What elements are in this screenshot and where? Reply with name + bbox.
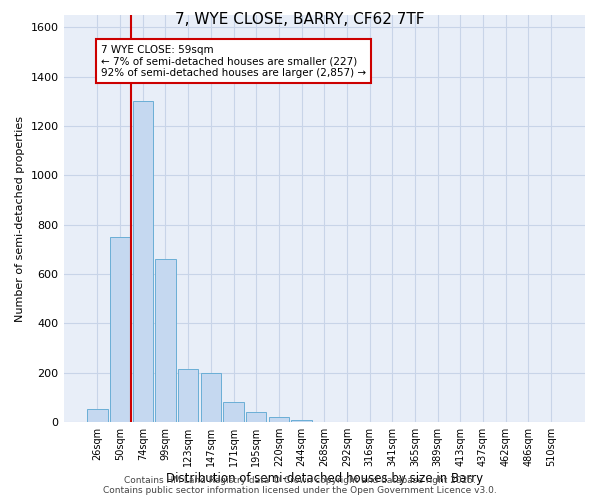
Text: Contains HM Land Registry data © Crown copyright and database right 2025.
Contai: Contains HM Land Registry data © Crown c…: [103, 476, 497, 495]
Bar: [178, 369, 199, 422]
Y-axis label: Number of semi-detached properties: Number of semi-detached properties: [15, 116, 25, 322]
Bar: [292, 420, 312, 422]
Bar: [269, 418, 289, 422]
Text: 7, WYE CLOSE, BARRY, CF62 7TF: 7, WYE CLOSE, BARRY, CF62 7TF: [175, 12, 425, 28]
Bar: [200, 373, 221, 422]
Bar: [223, 402, 244, 422]
Bar: [133, 102, 153, 422]
Bar: [246, 412, 266, 422]
Bar: [155, 260, 176, 422]
Bar: [110, 237, 130, 422]
Bar: [87, 408, 107, 422]
Text: 7 WYE CLOSE: 59sqm
← 7% of semi-detached houses are smaller (227)
92% of semi-de: 7 WYE CLOSE: 59sqm ← 7% of semi-detached…: [101, 44, 366, 78]
X-axis label: Distribution of semi-detached houses by size in Barry: Distribution of semi-detached houses by …: [166, 472, 483, 485]
